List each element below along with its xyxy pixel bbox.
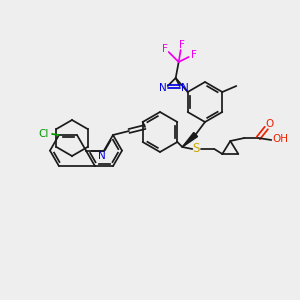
Text: O: O bbox=[265, 119, 273, 129]
Text: F: F bbox=[162, 44, 168, 54]
Text: N: N bbox=[98, 151, 106, 160]
Text: F: F bbox=[191, 50, 197, 60]
Text: F: F bbox=[179, 40, 184, 50]
Text: N: N bbox=[159, 83, 167, 93]
Text: S: S bbox=[193, 142, 200, 155]
Text: N: N bbox=[181, 83, 189, 93]
Polygon shape bbox=[182, 133, 198, 147]
Text: Cl: Cl bbox=[39, 129, 49, 139]
Text: OH: OH bbox=[272, 134, 288, 144]
